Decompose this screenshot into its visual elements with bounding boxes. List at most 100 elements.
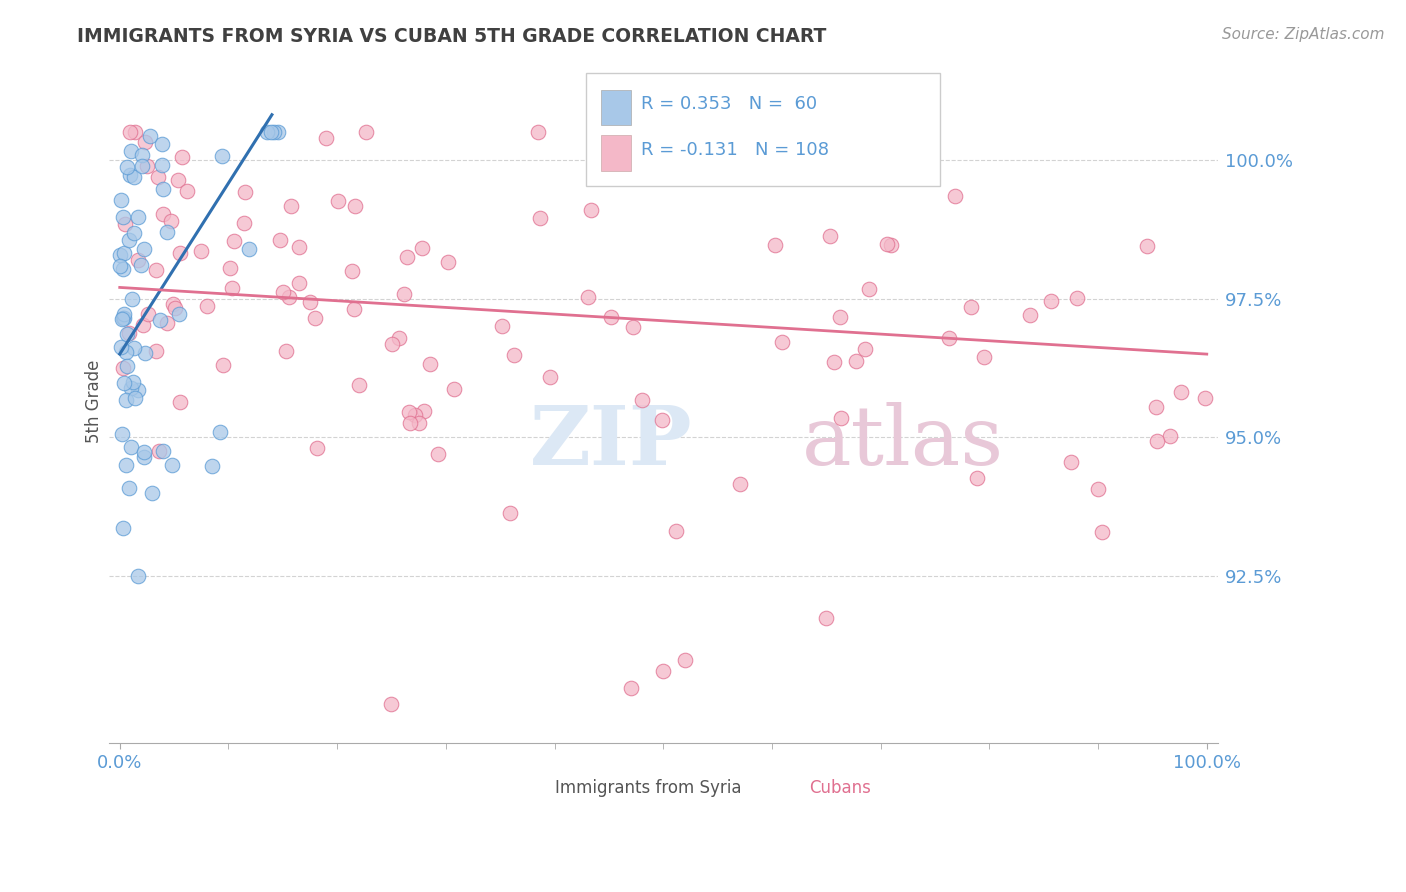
Point	[160, 213, 183, 227]
Point	[222, 234, 245, 248]
Point	[134, 135, 156, 149]
Point	[491, 318, 513, 333]
Text: R = 0.353   N =  60: R = 0.353 N = 60	[641, 95, 817, 113]
Point	[419, 358, 441, 372]
Text: IMMIGRANTS FROM SYRIA VS CUBAN 5TH GRADE CORRELATION CHART: IMMIGRANTS FROM SYRIA VS CUBAN 5TH GRADE…	[77, 27, 827, 45]
Point	[815, 611, 838, 625]
Point	[1194, 391, 1216, 405]
Point	[267, 125, 290, 139]
Point	[148, 444, 170, 458]
Point	[380, 337, 402, 351]
Point	[344, 199, 367, 213]
Point	[256, 125, 278, 139]
Point	[112, 376, 135, 391]
Point	[135, 159, 157, 173]
Point	[538, 370, 561, 384]
Point	[287, 240, 309, 254]
Point	[114, 217, 136, 231]
Point	[120, 440, 142, 454]
Point	[1040, 294, 1063, 309]
Point	[621, 320, 644, 334]
Point	[111, 210, 134, 224]
Point	[112, 361, 135, 376]
Point	[110, 259, 132, 273]
Point	[576, 290, 599, 304]
Point	[770, 334, 793, 349]
Point	[166, 173, 188, 187]
Point	[328, 194, 350, 208]
Point	[1136, 239, 1159, 253]
Point	[111, 427, 134, 442]
Point	[115, 345, 138, 359]
Point	[665, 524, 688, 538]
Point	[273, 285, 295, 299]
Point	[139, 129, 162, 144]
Point	[124, 125, 146, 139]
Point	[219, 261, 242, 276]
Point	[152, 136, 174, 151]
Point	[160, 458, 183, 472]
Point	[112, 310, 135, 325]
Point	[201, 459, 224, 474]
Point	[299, 294, 322, 309]
Point	[134, 346, 156, 360]
Point	[343, 302, 366, 317]
FancyBboxPatch shape	[586, 73, 941, 186]
Point	[132, 318, 155, 332]
Point	[630, 392, 652, 407]
Point	[356, 125, 378, 139]
Point	[1159, 429, 1181, 443]
Point	[129, 258, 152, 272]
Point	[443, 382, 465, 396]
Point	[652, 664, 675, 678]
Point	[108, 247, 131, 261]
Point	[122, 375, 145, 389]
Point	[288, 276, 311, 290]
Point	[127, 211, 149, 225]
Point	[127, 384, 149, 398]
Point	[120, 125, 142, 139]
Point	[172, 150, 194, 164]
FancyBboxPatch shape	[779, 773, 806, 802]
Point	[141, 486, 163, 500]
Point	[132, 243, 155, 257]
Point	[132, 444, 155, 458]
Point	[876, 236, 898, 251]
Point	[938, 331, 960, 345]
Point	[499, 506, 522, 520]
Point	[411, 241, 433, 255]
Point	[880, 238, 903, 252]
Point	[112, 262, 135, 277]
Point	[145, 262, 167, 277]
Text: R = -0.131   N = 108: R = -0.131 N = 108	[641, 141, 830, 159]
Point	[238, 242, 260, 256]
Point	[1091, 524, 1114, 539]
Point	[673, 653, 696, 667]
Point	[136, 307, 159, 321]
Point	[115, 327, 138, 342]
Point	[408, 416, 430, 430]
Point	[277, 290, 299, 304]
Point	[169, 394, 191, 409]
Point	[208, 425, 231, 440]
Point	[131, 148, 153, 162]
Point	[1087, 482, 1109, 496]
Point	[503, 348, 526, 362]
Point	[146, 169, 169, 184]
Point	[845, 354, 868, 368]
Point	[398, 405, 420, 419]
Point	[165, 301, 187, 316]
Point	[1066, 291, 1088, 305]
Point	[117, 160, 139, 174]
Point	[427, 446, 450, 460]
Text: ZIP: ZIP	[530, 402, 693, 483]
Point	[120, 144, 142, 158]
Point	[404, 408, 426, 422]
Point	[195, 299, 218, 313]
Point	[388, 331, 411, 345]
Point	[212, 358, 235, 372]
Point	[127, 252, 149, 267]
Point	[823, 355, 845, 369]
Point	[1146, 434, 1168, 449]
Point	[114, 392, 136, 407]
